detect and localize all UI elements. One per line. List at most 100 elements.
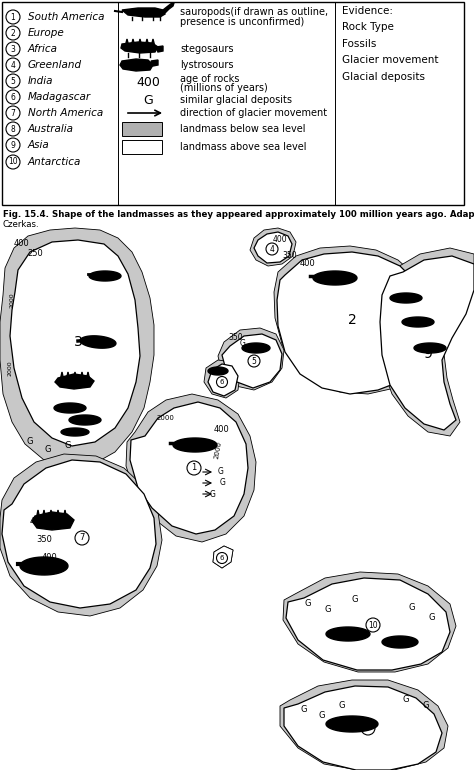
- Polygon shape: [283, 572, 456, 672]
- Text: 7: 7: [79, 534, 85, 543]
- Text: G: G: [403, 695, 409, 705]
- Polygon shape: [313, 271, 357, 285]
- Text: G: G: [220, 478, 226, 487]
- Text: G: G: [210, 490, 216, 499]
- Polygon shape: [63, 510, 67, 520]
- Polygon shape: [280, 680, 448, 770]
- Polygon shape: [277, 252, 433, 394]
- Text: G: G: [301, 705, 307, 715]
- Text: G: G: [65, 440, 71, 450]
- Text: G: G: [423, 701, 429, 711]
- Polygon shape: [10, 240, 140, 446]
- Polygon shape: [208, 367, 228, 375]
- Polygon shape: [61, 428, 89, 436]
- Text: Fig. 15.4. Shape of the landmasses as they appeared approximately 100 million ye: Fig. 15.4. Shape of the landmasses as th…: [3, 210, 474, 219]
- Text: Antarctica: Antarctica: [28, 157, 82, 167]
- Polygon shape: [218, 328, 284, 390]
- Polygon shape: [222, 334, 282, 388]
- Text: G: G: [409, 604, 415, 612]
- Text: 4: 4: [10, 61, 16, 69]
- Polygon shape: [32, 512, 74, 530]
- Text: Madagascar: Madagascar: [28, 92, 91, 102]
- Bar: [122, 140, 162, 154]
- Polygon shape: [274, 246, 438, 394]
- Text: 1: 1: [10, 12, 15, 22]
- Polygon shape: [2, 460, 156, 608]
- Text: stegosaurs: stegosaurs: [180, 44, 234, 54]
- Text: 4: 4: [270, 245, 274, 253]
- Text: presence is unconfirmed): presence is unconfirmed): [180, 17, 304, 27]
- Text: 7: 7: [10, 109, 16, 118]
- Text: 9: 9: [424, 347, 432, 361]
- Polygon shape: [402, 317, 434, 327]
- Text: 400: 400: [136, 75, 160, 89]
- Text: G: G: [352, 595, 358, 604]
- Polygon shape: [156, 46, 163, 52]
- Text: 400: 400: [273, 235, 287, 243]
- Text: 400: 400: [14, 239, 30, 249]
- Polygon shape: [121, 42, 158, 53]
- Polygon shape: [54, 403, 86, 413]
- Polygon shape: [382, 636, 418, 648]
- Text: G: G: [45, 446, 51, 454]
- Text: 350: 350: [283, 252, 297, 260]
- Text: 400: 400: [42, 554, 58, 563]
- Text: lystrosours: lystrosours: [180, 60, 234, 70]
- Polygon shape: [414, 343, 446, 353]
- Text: 6: 6: [10, 92, 16, 102]
- Text: age of rocks: age of rocks: [180, 74, 239, 84]
- Text: G: G: [319, 711, 325, 721]
- Polygon shape: [73, 372, 77, 381]
- Text: 2: 2: [10, 28, 15, 38]
- Text: Europe: Europe: [28, 28, 65, 38]
- Polygon shape: [131, 39, 135, 47]
- Text: 400: 400: [30, 517, 46, 527]
- Polygon shape: [56, 510, 60, 520]
- Polygon shape: [254, 232, 292, 263]
- Text: similar glacial deposits: similar glacial deposits: [180, 95, 292, 105]
- Polygon shape: [130, 402, 248, 534]
- Text: 6: 6: [220, 555, 224, 561]
- Text: G: G: [305, 600, 311, 608]
- Polygon shape: [126, 394, 256, 542]
- Polygon shape: [145, 39, 149, 47]
- Text: 6: 6: [220, 379, 224, 385]
- Text: 400: 400: [300, 259, 316, 269]
- Text: 8: 8: [365, 724, 371, 732]
- Polygon shape: [151, 39, 155, 47]
- Text: 3: 3: [10, 45, 16, 53]
- Polygon shape: [208, 364, 238, 396]
- Text: India: India: [28, 76, 54, 86]
- Polygon shape: [66, 372, 70, 381]
- Text: G: G: [325, 605, 331, 614]
- Polygon shape: [151, 60, 158, 66]
- Polygon shape: [89, 271, 121, 281]
- Polygon shape: [69, 415, 101, 425]
- Polygon shape: [173, 438, 217, 452]
- Polygon shape: [326, 627, 370, 641]
- Polygon shape: [0, 454, 162, 616]
- Polygon shape: [378, 248, 474, 436]
- Polygon shape: [284, 686, 442, 770]
- Text: G: G: [339, 701, 345, 711]
- Bar: [122, 122, 162, 136]
- Polygon shape: [49, 510, 53, 520]
- Text: Australia: Australia: [28, 124, 74, 134]
- Polygon shape: [55, 374, 94, 389]
- Polygon shape: [213, 546, 233, 568]
- Polygon shape: [86, 372, 90, 381]
- Text: 9: 9: [10, 140, 16, 149]
- Text: G: G: [429, 614, 435, 622]
- Text: Evidence:
Rock Type
Fossils
Glacier movement
Glacial deposits: Evidence: Rock Type Fossils Glacier move…: [342, 6, 438, 82]
- Text: Greenland: Greenland: [28, 60, 82, 70]
- Text: landmass above sea level: landmass above sea level: [180, 142, 307, 152]
- Text: Africa: Africa: [28, 44, 58, 54]
- Text: G: G: [218, 467, 224, 476]
- Polygon shape: [120, 59, 153, 71]
- Text: 1: 1: [191, 464, 197, 473]
- Polygon shape: [286, 578, 450, 670]
- Polygon shape: [326, 716, 378, 732]
- Polygon shape: [0, 228, 154, 468]
- Polygon shape: [163, 3, 174, 13]
- Text: 250: 250: [27, 249, 43, 259]
